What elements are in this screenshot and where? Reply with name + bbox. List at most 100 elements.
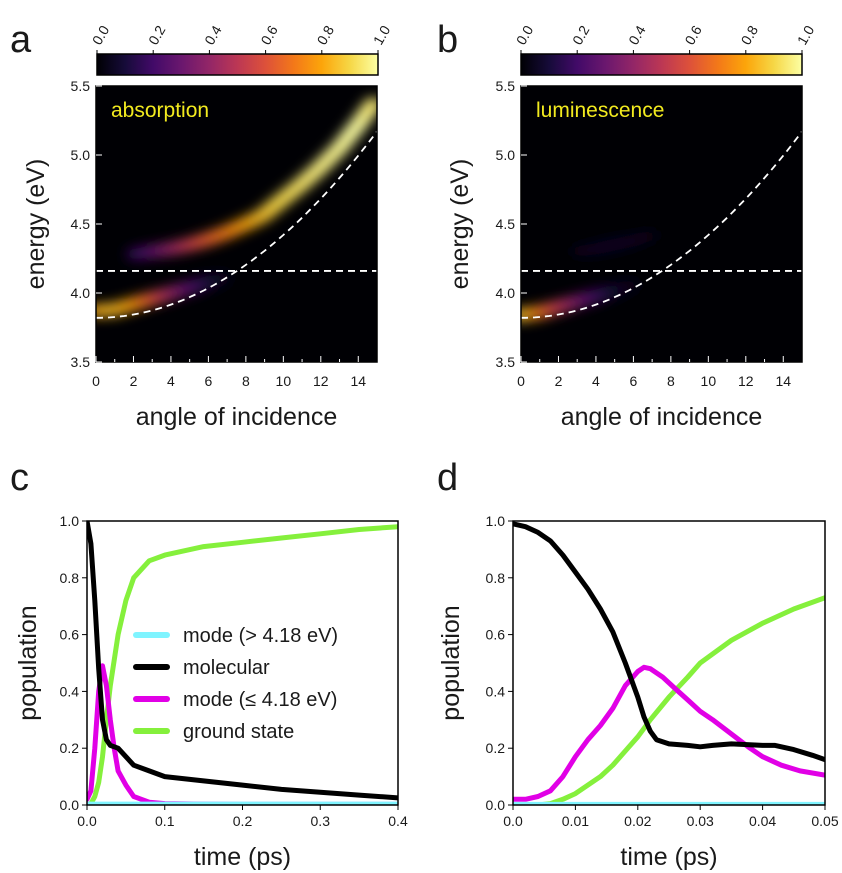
- legend-label-molecular: molecular: [183, 657, 270, 679]
- panel-a-x-tick-label: 0: [92, 373, 100, 389]
- panel-d-letter: d: [437, 457, 458, 499]
- panel-b-x-axis-label: angle of incidence: [561, 403, 763, 431]
- panel-a-x-tick-label: 12: [313, 373, 329, 389]
- panel-b-colorbar-tick-label: 1.0: [794, 22, 818, 47]
- panel-a-y-tick-label: 5.5: [71, 78, 91, 94]
- panel-a-y-tick-label: 3.5: [71, 354, 91, 370]
- panel-c-series-ground-state: [87, 524, 398, 805]
- panel-b-upper-branch-point: [643, 229, 662, 242]
- panel-d-y-tick-label: 1.0: [486, 513, 506, 529]
- panel-b-plot-area: [521, 86, 802, 362]
- panel-d-x-tick-label: 0.01: [562, 813, 589, 829]
- panel-b-x-tick-label: 8: [667, 373, 675, 389]
- panel-a-y-axis-label: energy (eV): [22, 159, 50, 290]
- panel-b-y-tick-label: 5.5: [496, 78, 516, 94]
- panel-c-x-tick-label: 0.4: [388, 813, 408, 829]
- panel-a-x-tick-label: 6: [205, 373, 213, 389]
- panel-c-x-tick-label: 0.3: [311, 813, 331, 829]
- panel-a-colorbar: [96, 53, 379, 76]
- panel-c-legend: mode (> 4.18 eV) molecular mode (≤ 4.18 eV…: [133, 625, 338, 743]
- panel-a-letter: a: [10, 19, 32, 61]
- panel-a-colorbar-tick-label: 0.6: [257, 22, 281, 47]
- panel-a-heatmap-glow: [96, 97, 377, 317]
- panel-d-y-tick-label: 0.6: [486, 627, 506, 643]
- panel-a-y-tick-label: 4.5: [71, 216, 91, 232]
- panel-b-heatmap-glow: [521, 229, 662, 322]
- panel-b-y-tick-label: 3.5: [496, 354, 516, 370]
- panel-d-y-axis-label: population: [437, 605, 465, 720]
- panel-a-colorbar-tick-label: 1.0: [370, 22, 394, 47]
- panel-a-inset-label: absorption: [111, 99, 209, 122]
- panel-a-colorbar-tick-label: 0.0: [89, 22, 113, 47]
- panel-c-x-tick-label: 0.2: [233, 813, 253, 829]
- panel-c-y-axis-label: population: [14, 605, 42, 720]
- panel-a-upper-branch-point: [364, 97, 377, 110]
- panel-a-x-tick-label: 2: [130, 373, 138, 389]
- legend-label-ground-state: ground state: [183, 721, 294, 743]
- panel-c-letter: c: [10, 457, 29, 499]
- panel-d-x-tick-label: 0.05: [811, 813, 838, 829]
- panel-a-cavity-mode-curve: [96, 130, 377, 319]
- panel-d-y-tick-label: 0.2: [486, 740, 506, 756]
- legend-label-mode-4-18-ev: mode (≤ 4.18 eV): [183, 689, 337, 711]
- panel-d-y-tick-label: 0.0: [486, 797, 506, 813]
- panel-b-y-axis-label: energy (eV): [446, 159, 474, 290]
- panel-c-x-tick-label: 0.0: [77, 813, 97, 829]
- panel-c-y-tick-label: 0.0: [60, 797, 80, 813]
- panel-a-x-tick-label: 8: [242, 373, 250, 389]
- panel-a-x-axis-label: angle of incidence: [136, 403, 338, 431]
- panel-b-cavity-mode-curve: [521, 130, 802, 319]
- panel-b-colorbar: [520, 53, 803, 76]
- panel-b-x-tick-label: 4: [592, 373, 600, 389]
- panel-c-series-molecular: [87, 521, 398, 801]
- panel-b-x-tick-label: 14: [775, 373, 791, 389]
- panel-a-y-tick-label: 5.0: [71, 147, 91, 163]
- panel-a-colorbar-tick-label: 0.2: [145, 22, 169, 47]
- panel-d-x-axis-label: time (ps): [620, 843, 717, 871]
- panel-b-x-tick-label: 10: [701, 373, 717, 389]
- panel-d-plot-area: [513, 521, 825, 805]
- panel-b-x-tick-label: 0: [517, 373, 525, 389]
- panel-d-x-tick-label: 0.02: [624, 813, 651, 829]
- panel-c-y-tick-label: 0.8: [60, 570, 80, 586]
- panel-b-x-tick-label: 2: [555, 373, 563, 389]
- panel-c-x-tick-label: 0.1: [155, 813, 175, 829]
- panel-b-colorbar-tick-label: 0.2: [569, 22, 593, 47]
- panel-d-x-tick-label: 0.0: [503, 813, 523, 829]
- panel-b-y-tick-label: 4.0: [496, 285, 516, 301]
- panel-c-y-tick-label: 0.6: [60, 627, 80, 643]
- panel-d-y-tick-label: 0.4: [486, 683, 506, 699]
- panel-d-x-tick-label: 0.04: [749, 813, 776, 829]
- panel-b-colorbar-tick-label: 0.8: [738, 22, 762, 47]
- panel-b-colorbar-tick-label: 0.6: [681, 22, 705, 47]
- panel-a-x-tick-label: 4: [167, 373, 175, 389]
- panel-a-y-tick-label: 4.0: [71, 285, 91, 301]
- panel-b-colorbar-tick-label: 0.4: [625, 22, 649, 47]
- panel-b-letter: b: [437, 19, 458, 61]
- panel-b-y-tick-label: 5.0: [496, 147, 516, 163]
- panel-c-y-tick-label: 1.0: [60, 513, 80, 529]
- panel-d-series-mode-4-18-ev: [513, 664, 825, 802]
- panel-d-x-tick-label: 0.03: [687, 813, 714, 829]
- panel-d-frame: [512, 520, 826, 806]
- panel-b-inset-label: luminescence: [536, 99, 664, 122]
- panel-a-x-tick-label: 10: [276, 373, 292, 389]
- panel-b-lower-branch-point: [624, 278, 643, 291]
- panel-b-y-tick-label: 4.5: [496, 216, 516, 232]
- panel-b-x-tick-label: 6: [630, 373, 638, 389]
- panel-a-lower-branch-point: [214, 271, 233, 284]
- legend-label-mode-4-18-ev: mode (> 4.18 eV): [183, 625, 338, 647]
- panel-c-x-axis-label: time (ps): [194, 843, 291, 871]
- panel-a-colorbar-tick-label: 0.4: [201, 22, 225, 47]
- panel-d-y-tick-label: 0.8: [486, 570, 506, 586]
- panel-d-series-molecular: [513, 521, 825, 763]
- panel-c-plot-area: [87, 521, 398, 805]
- panel-a-colorbar-tick-label: 0.8: [314, 22, 338, 47]
- panel-a-x-tick-label: 14: [350, 373, 366, 389]
- panel-c-y-tick-label: 0.4: [60, 683, 80, 699]
- panel-d-series-ground-state: [513, 595, 825, 805]
- panel-b-x-tick-label: 12: [738, 373, 754, 389]
- panel-b-colorbar-tick-label: 0.0: [513, 22, 537, 47]
- panel-c-y-tick-label: 0.2: [60, 740, 80, 756]
